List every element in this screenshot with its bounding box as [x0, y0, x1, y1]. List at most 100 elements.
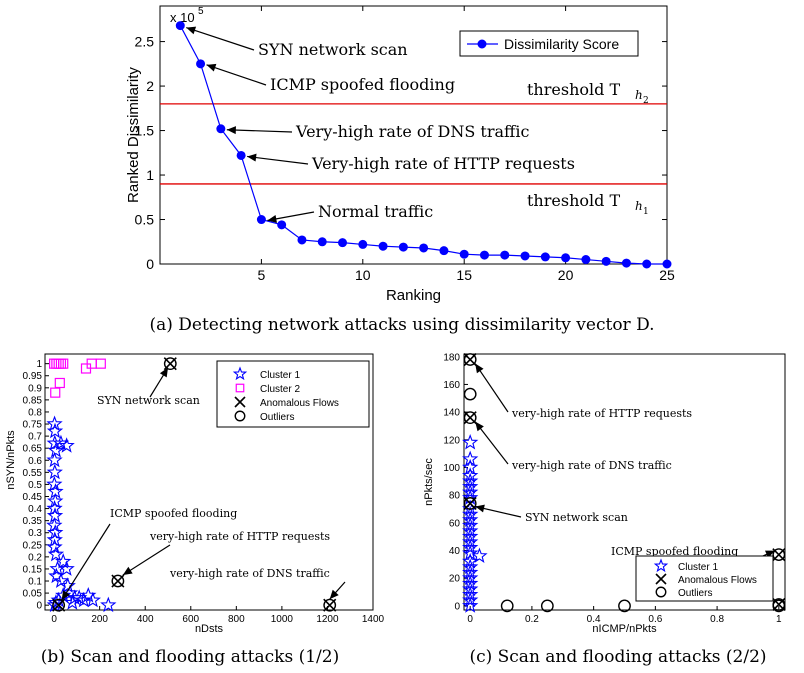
y-axis-label: nSYN/nPkts	[5, 430, 17, 490]
panel-c: 0 0.2 0.4 0.6 0.8 1 0 20 40 60 80 100 120 140 160 180 nI…	[423, 352, 786, 667]
annotation-arrow	[61, 523, 111, 601]
legend-label: Dissimilarity Score	[504, 36, 619, 52]
data-point	[323, 598, 337, 612]
legend-marker	[235, 383, 245, 393]
y-tick-label: 0.2	[28, 552, 42, 563]
x-tick-label: 800	[228, 614, 245, 625]
annotation-text: Very-high rate of DNS traffic	[295, 122, 529, 141]
data-point	[621, 258, 631, 268]
x-axis-label: nICMP/nPkts	[592, 623, 657, 635]
data-point	[52, 598, 66, 612]
annotation-arrow	[186, 27, 255, 51]
caption: (b) Scan and flooding attacks (1/2)	[41, 647, 339, 667]
legend-label: Outliers	[260, 412, 294, 423]
data-point	[471, 547, 488, 563]
legend-label: Outliers	[678, 588, 712, 599]
x-tick-label: 0.6	[648, 614, 662, 625]
data-point	[462, 591, 479, 608]
data-point	[642, 259, 652, 269]
data-point	[462, 450, 479, 467]
data-point	[439, 246, 449, 256]
y-tick-label: 1	[36, 359, 42, 370]
data-point	[520, 251, 530, 261]
data-point	[540, 252, 550, 262]
x-tick-label: 25	[659, 267, 675, 283]
legend-label: Cluster 1	[260, 370, 300, 381]
data-point	[58, 358, 69, 369]
annotation-text: very-high rate of HTTP requests	[149, 530, 330, 543]
threshold-subsub: 1	[643, 207, 649, 217]
caption: (c) Scan and flooding attacks (2/2)	[469, 647, 766, 667]
data-point	[462, 539, 479, 555]
y-tick-label: 100	[443, 463, 460, 474]
y-tick-label: 2	[146, 78, 154, 94]
y-tick-label: 2.5	[135, 34, 155, 50]
data-point	[662, 259, 672, 269]
y-tick-label: 0.05	[23, 589, 43, 600]
data-point	[55, 553, 72, 569]
data-point	[378, 241, 388, 251]
data-point	[462, 433, 479, 450]
annotation-text: SYN network scan	[258, 40, 408, 59]
annotation-text: ICMP spoofed flooding	[110, 507, 237, 520]
y-tick-label: 140	[443, 408, 460, 419]
x-tick-label: 600	[182, 614, 199, 625]
annotation-text: very-high rate of HTTP requests	[511, 407, 692, 420]
x-tick-label: 0.4	[587, 614, 601, 625]
data-point	[47, 545, 65, 562]
y-tick-label: 40	[449, 546, 461, 557]
annotation-arrow	[247, 155, 309, 165]
y-tick-label: 0.65	[23, 444, 43, 455]
annotation-text: SYN network scan	[525, 511, 628, 524]
data-point	[216, 124, 226, 134]
legend-marker	[655, 573, 667, 585]
threshold-sub: h	[635, 88, 643, 102]
data-point	[561, 253, 571, 263]
x-axis-label: Ranking	[386, 287, 441, 304]
y-tick-label: 0.35	[23, 516, 43, 527]
x-tick-label: 0	[51, 614, 57, 625]
data-point	[500, 250, 510, 260]
data-point	[175, 21, 185, 31]
y-tick-label: 0	[36, 601, 42, 612]
x-tick-label: 0.2	[525, 614, 539, 625]
legend-marker	[655, 586, 667, 598]
annotation-arrow-head	[122, 566, 133, 576]
y-tick-label: 0.15	[23, 564, 43, 575]
data-point	[581, 255, 591, 265]
annotation-text: very-high rate of DNS traffic	[511, 459, 672, 472]
x-tick-label: 1000	[271, 614, 294, 625]
legend-marker	[234, 396, 246, 408]
annotation-text: ICMP spoofed flooding	[611, 545, 738, 558]
legend-marker	[477, 39, 487, 49]
annotation-arrow-head	[61, 590, 70, 601]
data-point	[46, 463, 63, 480]
y-tick-label: 0.9	[28, 383, 42, 394]
y-tick-label: 180	[443, 352, 460, 363]
y-tick-label: 1	[146, 167, 154, 183]
y-tick-label: 0.85	[23, 395, 43, 406]
data-point	[95, 358, 106, 369]
annotation-arrow-head	[475, 363, 484, 374]
data-point	[111, 574, 125, 588]
annotation-arrow	[226, 129, 293, 133]
data-point	[338, 238, 348, 248]
y-tick-label: 0	[146, 256, 154, 272]
legend-label: Cluster 2	[260, 384, 300, 395]
y-tick-label: 0.6	[28, 456, 42, 467]
annotation-arrow-head	[226, 126, 236, 135]
data-point	[297, 235, 307, 245]
threshold-sub: h	[635, 199, 643, 213]
annotation-arrow-head	[475, 504, 485, 513]
x-tick-label: 1200	[316, 614, 339, 625]
y-tick-label: 0	[454, 601, 460, 612]
data-point	[46, 451, 63, 468]
y-tick-label: 160	[443, 380, 460, 391]
y-axis-label: Ranked Dissimilarity	[125, 67, 142, 203]
data-point	[500, 599, 514, 613]
x-tick-label: 15	[456, 267, 472, 283]
data-point	[317, 237, 327, 247]
panel-b: 0 200 400 600 800 1000 1200 140000.050.10.150.2…	[5, 353, 385, 667]
